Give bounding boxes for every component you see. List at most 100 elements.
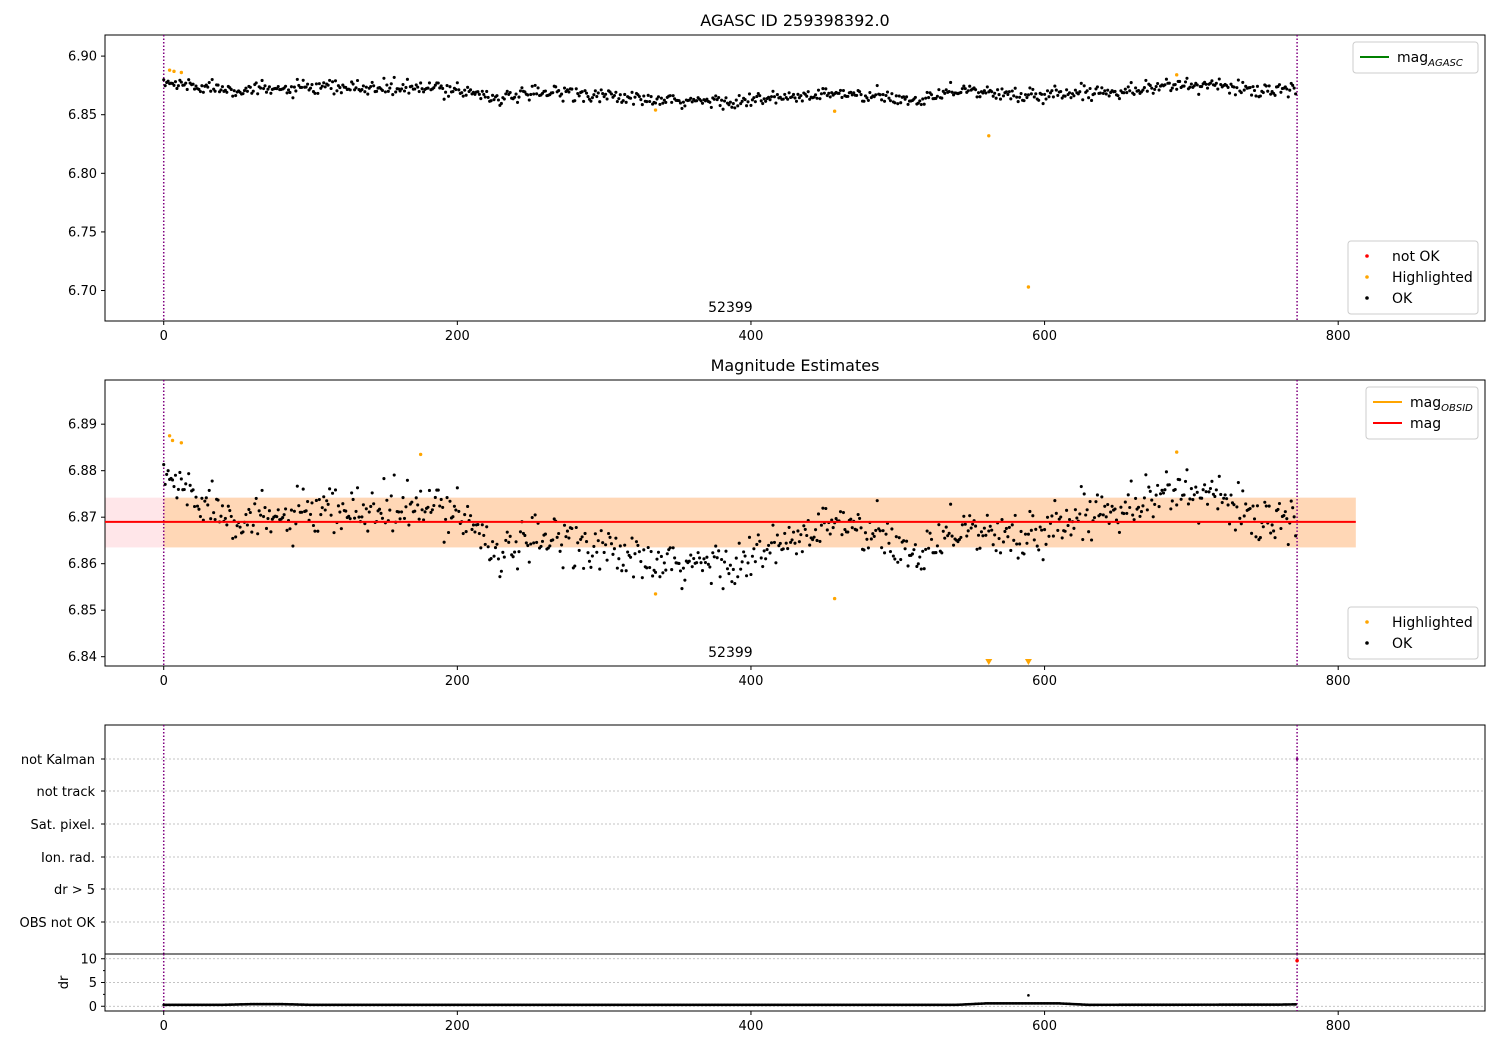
ok-point <box>712 97 716 101</box>
x-tick-label: 600 <box>1032 1019 1057 1034</box>
ok-point <box>840 533 844 537</box>
ok-point <box>416 503 420 507</box>
ok-point <box>1204 82 1208 86</box>
ok-point <box>451 515 455 519</box>
y-tick-label: 10 <box>80 952 97 967</box>
ok-point <box>659 554 663 558</box>
ok-point <box>749 103 753 107</box>
ok-point <box>499 101 503 106</box>
ok-point <box>1179 497 1183 501</box>
ok-point <box>242 89 247 93</box>
ok-point <box>623 543 627 547</box>
ok-point <box>1003 529 1007 534</box>
ok-point <box>971 522 975 526</box>
ok-point <box>1279 90 1283 94</box>
ok-point <box>548 544 552 548</box>
ok-point <box>486 545 490 549</box>
ok-point <box>598 567 602 571</box>
ok-point <box>405 478 409 482</box>
ok-point <box>978 546 982 550</box>
ok-point <box>1219 492 1223 497</box>
ok-point <box>480 523 484 527</box>
ok-point <box>1216 87 1220 91</box>
ok-point <box>714 544 718 548</box>
ok-point <box>452 504 456 508</box>
ok-point <box>947 531 951 535</box>
ok-point <box>747 92 752 96</box>
ok-point <box>1241 80 1245 84</box>
ok-point <box>401 82 405 87</box>
ok-point <box>1090 98 1094 102</box>
ok-point <box>745 104 749 108</box>
ok-point <box>579 537 583 541</box>
ok-point <box>191 82 195 86</box>
ok-point <box>429 510 433 514</box>
legend-frame <box>1352 41 1479 74</box>
ok-point <box>507 540 511 544</box>
ok-point <box>1169 507 1173 511</box>
ok-point <box>514 540 518 544</box>
ok-point <box>642 94 646 98</box>
ok-point <box>496 98 500 102</box>
ok-point <box>670 100 674 104</box>
ok-point <box>774 101 778 105</box>
ok-point <box>934 96 938 100</box>
ok-point <box>175 496 179 500</box>
ok-point <box>1150 86 1154 90</box>
ok-point <box>1065 88 1069 92</box>
ok-point <box>1117 97 1121 101</box>
ok-point <box>469 88 473 92</box>
ok-point <box>382 477 386 481</box>
ok-point <box>589 565 593 569</box>
ok-point <box>1264 504 1268 508</box>
ok-point <box>1063 529 1067 533</box>
ok-point <box>259 513 263 517</box>
ok-point <box>592 93 596 97</box>
ok-point <box>1092 92 1097 96</box>
ok-point <box>234 535 238 539</box>
ok-point <box>1232 503 1236 507</box>
ok-point <box>816 512 821 516</box>
ok-point <box>1132 92 1136 96</box>
ok-point <box>875 499 879 503</box>
ok-point <box>1065 508 1069 512</box>
ok-point <box>963 87 967 91</box>
ok-point <box>216 498 220 502</box>
ok-point <box>1012 94 1016 98</box>
ok-point <box>1110 504 1114 508</box>
ok-point <box>333 488 338 492</box>
ok-point <box>819 92 823 96</box>
ok-point <box>855 528 859 532</box>
ok-point <box>1144 473 1148 477</box>
ok-point <box>725 567 730 571</box>
ok-point <box>605 97 609 101</box>
ok-point <box>944 525 948 529</box>
ok-point <box>317 82 321 86</box>
ok-point <box>799 533 803 537</box>
ok-point <box>821 87 825 91</box>
ok-point <box>372 84 376 88</box>
ok-point <box>586 551 590 555</box>
ok-point <box>1084 513 1088 517</box>
ok-point <box>573 99 577 103</box>
ok-point <box>825 93 829 98</box>
ok-point <box>1010 523 1014 527</box>
ok-point <box>284 507 288 511</box>
legend-dot-swatch <box>1365 275 1369 279</box>
ok-point <box>1131 513 1135 517</box>
ok-point <box>1056 93 1060 97</box>
ok-point <box>551 91 555 95</box>
ok-point <box>1094 500 1098 504</box>
ok-point <box>518 89 523 93</box>
ok-point <box>383 90 387 94</box>
ok-point <box>824 87 828 91</box>
ok-point <box>717 95 721 100</box>
ok-point <box>859 526 863 530</box>
ok-point <box>166 469 170 473</box>
legend-label: mag <box>1410 416 1441 432</box>
ok-point <box>1006 92 1010 97</box>
ok-point <box>392 473 396 477</box>
ok-point <box>894 535 898 539</box>
ok-point <box>253 502 257 506</box>
ok-point <box>991 94 995 98</box>
